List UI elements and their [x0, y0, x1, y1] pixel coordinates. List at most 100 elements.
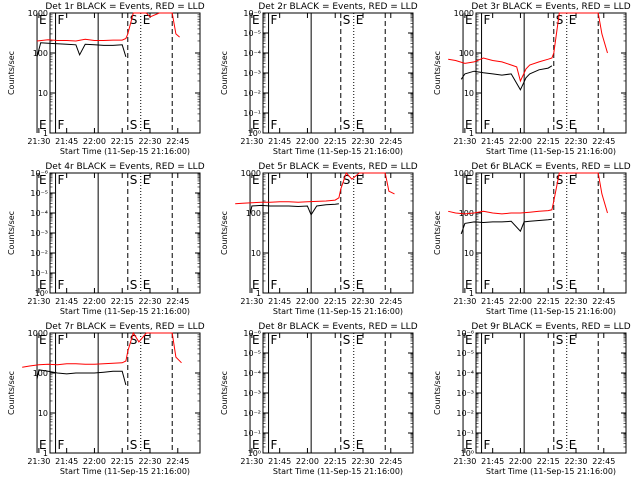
- x-tick-label: 22:30: [564, 297, 587, 306]
- plot-frame: [475, 172, 627, 294]
- plot-frame: [49, 12, 201, 134]
- x-tick-label: 22:45: [166, 137, 189, 146]
- y-tick-label: 10⁻³: [456, 389, 474, 398]
- event-marker-label: S: [556, 13, 564, 27]
- plot-title: Det 3r BLACK = Events, RED = LLD: [471, 2, 630, 12]
- x-axis-label: Start Time (11-Sep-15 21:16:00): [486, 467, 616, 476]
- event-marker-label: E: [143, 173, 151, 187]
- y-tick-label: 10⁰: [35, 289, 48, 298]
- plot-title: Det 4r BLACK = Events, RED = LLD: [45, 162, 204, 172]
- x-tick-label: 21:45: [481, 457, 504, 466]
- y-tick-label: 1000: [28, 329, 48, 338]
- plot-panel: Det 6r BLACK = Events, RED = LLD11010010…: [433, 162, 631, 316]
- y-axis-label: Counts/sec: [433, 371, 442, 415]
- event-marker-label: S: [130, 438, 138, 452]
- y-tick-label: 10⁻⁵: [456, 349, 474, 358]
- y-tick-label: 10⁻³: [243, 389, 261, 398]
- y-tick-label: 1000: [454, 169, 474, 178]
- event-marker-label: F: [484, 13, 491, 27]
- x-tick-label: 22:00: [83, 297, 106, 306]
- plot-frame: [475, 332, 627, 454]
- event-marker-label: E: [39, 118, 47, 132]
- x-tick-label: 22:30: [351, 457, 374, 466]
- plot-panel: Det 5r BLACK = Events, RED = LLD 1 10 100 10…: [220, 162, 418, 316]
- x-tick-label: 22:15: [537, 297, 560, 306]
- y-tick-label: 10⁻³: [30, 229, 48, 238]
- x-tick-label: 21:30: [453, 457, 476, 466]
- x-tick-label: 22:30: [564, 457, 587, 466]
- event-marker-label: F: [484, 333, 491, 347]
- x-tick-label: 22:30: [351, 137, 374, 146]
- x-tick-label: 22:45: [379, 297, 402, 306]
- y-tick-label: 1: [43, 129, 48, 138]
- y-tick-label: 10⁻⁴: [30, 209, 48, 218]
- y-tick-label: 10⁻³: [243, 69, 261, 78]
- y-tick-label: 10⁻⁵: [243, 349, 261, 358]
- y-tick-label: 10⁻⁴: [243, 49, 261, 58]
- series-line-lld: [22, 331, 182, 368]
- y-tick-label: 10⁰: [461, 449, 474, 458]
- event-marker-label: F: [58, 173, 65, 187]
- plot-title: Det 9r BLACK = Events, RED = LLD: [471, 322, 630, 332]
- event-marker-label: E: [569, 333, 577, 347]
- event-marker-label: E: [252, 438, 260, 452]
- event-marker-label: S: [343, 118, 351, 132]
- y-tick-label: 10⁻²: [243, 409, 261, 418]
- x-tick-label: 21:45: [268, 137, 291, 146]
- y-tick-label: 1000: [241, 169, 261, 178]
- event-marker-label: E: [569, 438, 577, 452]
- x-tick-label: 21:45: [268, 457, 291, 466]
- x-tick-label: 22:45: [379, 137, 402, 146]
- x-tick-label: 22:15: [537, 137, 560, 146]
- event-marker-label: S: [556, 333, 564, 347]
- event-marker-label: F: [271, 333, 278, 347]
- y-tick-label: 100: [459, 49, 474, 58]
- plot-panel: Det 3r BLACK = Events, RED = LLD 1 10 100 10…: [433, 2, 631, 156]
- x-axis-label: Start Time (11-Sep-15 21:16:00): [60, 467, 190, 476]
- x-tick-label: 22:30: [138, 297, 161, 306]
- y-tick-label: 10⁻⁴: [243, 369, 261, 378]
- x-tick-label: 21:45: [481, 137, 504, 146]
- y-tick-label: 10⁻²: [30, 249, 48, 258]
- series-line-events: [249, 203, 339, 216]
- x-axis-label: Start Time (11-Sep-15 21:16:00): [60, 307, 190, 316]
- x-axis-label: Start Time (11-Sep-15 21:16:00): [60, 147, 190, 156]
- y-tick-label: 1000: [28, 9, 48, 18]
- event-marker-label: E: [356, 278, 364, 292]
- event-marker-label: E: [569, 118, 577, 132]
- y-axis-label: Counts/sec: [220, 51, 229, 95]
- y-tick-label: 1: [469, 289, 474, 298]
- x-tick-label: 22:00: [296, 457, 319, 466]
- x-tick-label: 21:45: [55, 457, 78, 466]
- y-tick-label: 10⁻⁴: [456, 369, 474, 378]
- plot-frame: [49, 332, 201, 454]
- x-tick-label: 22:45: [592, 457, 615, 466]
- event-marker-label: E: [465, 333, 473, 347]
- x-tick-label: 21:30: [453, 137, 476, 146]
- y-axis-label: Counts/sec: [7, 211, 16, 255]
- plot-panel: Det 7r BLACK = Events, RED = LLD 1 10 100 10…: [7, 322, 205, 476]
- event-marker-label: S: [343, 13, 351, 27]
- x-tick-label: 22:00: [509, 137, 532, 146]
- event-marker-label: F: [271, 118, 278, 132]
- y-tick-label: 10⁻⁵: [30, 189, 48, 198]
- y-tick-label: 10: [38, 89, 48, 98]
- series-line-lld: [448, 172, 608, 215]
- event-marker-label: E: [39, 278, 47, 292]
- y-tick-label: 1: [256, 289, 261, 298]
- event-marker-label: F: [484, 173, 491, 187]
- x-axis-label: Start Time (11-Sep-15 21:16:00): [273, 307, 403, 316]
- x-tick-label: 22:00: [83, 137, 106, 146]
- y-axis-label: Counts/sec: [433, 211, 442, 255]
- y-tick-label: 10⁻¹: [243, 109, 261, 118]
- event-marker-label: S: [556, 278, 564, 292]
- x-axis-label: Start Time (11-Sep-15 21:16:00): [486, 307, 616, 316]
- event-marker-label: E: [356, 438, 364, 452]
- event-marker-label: E: [465, 278, 473, 292]
- y-axis-label: Counts/sec: [7, 51, 16, 95]
- x-tick-label: 22:15: [111, 457, 134, 466]
- y-tick-label: 10⁻²: [243, 89, 261, 98]
- plot-panel: Det 1r BLACK = Events, RED = LLD 1 10 100 10…: [7, 2, 205, 156]
- x-tick-label: 22:15: [111, 297, 134, 306]
- x-tick-label: 22:45: [592, 137, 615, 146]
